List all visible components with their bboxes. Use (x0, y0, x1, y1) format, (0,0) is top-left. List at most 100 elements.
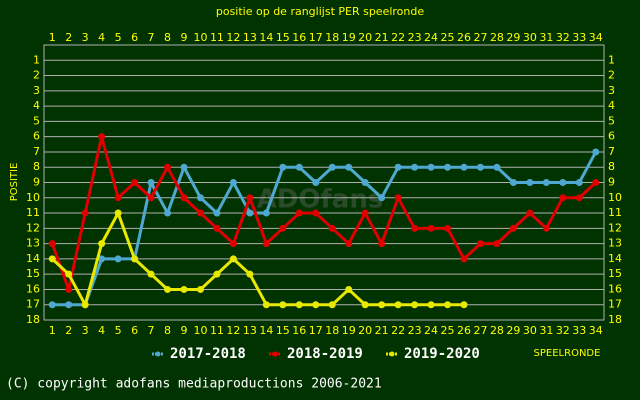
x-tick-label: 24 (424, 31, 438, 44)
data-point (196, 209, 204, 217)
x-tick-label: 29 (506, 31, 520, 44)
y-tick-label: 15 (608, 267, 622, 280)
data-point (460, 163, 468, 171)
data-point (427, 224, 435, 232)
x-tick-label: 6 (131, 324, 138, 337)
data-point (262, 209, 270, 217)
x-tick-label: 4 (98, 324, 105, 337)
y-tick-label: 13 (608, 237, 622, 250)
x-tick-label: 4 (98, 31, 105, 44)
data-point (427, 163, 435, 171)
y-tick-label: 18 (608, 313, 622, 326)
data-point (411, 224, 419, 232)
x-tick-label: 23 (408, 31, 422, 44)
data-point (98, 240, 106, 248)
data-point (542, 179, 550, 186)
y-tick-label: 4 (33, 99, 40, 112)
x-tick-label: 26 (457, 324, 471, 337)
y-tick-label: 13 (26, 237, 40, 250)
data-point (328, 301, 336, 309)
y-tick-label: 8 (608, 160, 615, 173)
y-tick-label: 16 (608, 282, 622, 295)
data-point (279, 301, 287, 309)
data-point (361, 301, 369, 309)
data-point (279, 224, 287, 232)
data-point (180, 285, 188, 293)
data-point (476, 240, 484, 248)
footer: (C) copyright adofans mediaproductions 2… (6, 377, 382, 392)
x-tick-label: 21 (375, 324, 389, 337)
x-tick-label: 25 (441, 31, 455, 44)
data-point (279, 163, 287, 171)
data-point (509, 224, 517, 232)
data-point (542, 224, 550, 232)
y-tick-label: 11 (26, 206, 40, 219)
x-tick-label: 19 (342, 324, 356, 337)
data-point (460, 301, 468, 309)
x-tick-label: 22 (391, 31, 405, 44)
y-tick-label: 10 (26, 191, 40, 204)
chart-title: positie op de ranglijst PER speelronde (216, 5, 425, 18)
data-point (394, 194, 402, 202)
x-tick-label: 2 (65, 324, 72, 337)
data-point (48, 301, 56, 309)
x-tick-label: 7 (148, 324, 155, 337)
y-tick-label: 7 (608, 145, 615, 158)
x-tick-label: 12 (226, 324, 240, 337)
y-tick-label: 12 (26, 221, 40, 234)
data-point (328, 224, 336, 232)
x-tick-label: 18 (325, 31, 339, 44)
x-tick-label: 10 (193, 31, 207, 44)
y-tick-label: 14 (26, 252, 40, 265)
data-point (48, 240, 56, 248)
x-tick-label: 33 (572, 31, 586, 44)
legend-label: 2017-2018 (170, 346, 246, 362)
y-tick-label: 15 (26, 267, 40, 280)
x-tick-label: 5 (115, 324, 122, 337)
y-tick-label: 9 (608, 176, 615, 189)
data-point (592, 179, 600, 186)
data-point (98, 255, 106, 263)
data-point (394, 301, 402, 309)
x-tick-label: 15 (276, 31, 290, 44)
y-tick-label: 12 (608, 221, 622, 234)
data-point (312, 209, 320, 217)
x-tick-label: 11 (210, 324, 224, 337)
data-point (65, 270, 73, 278)
x-tick-label: 13 (243, 324, 257, 337)
x-tick-label: 19 (342, 31, 356, 44)
x-tick-label: 25 (441, 324, 455, 337)
data-point (592, 148, 600, 156)
x-tick-label: 20 (358, 31, 372, 44)
data-point (131, 179, 139, 186)
x-tick-label: 13 (243, 31, 257, 44)
data-point (378, 240, 386, 248)
x-tick-label: 15 (276, 324, 290, 337)
data-point (411, 301, 419, 309)
x-tick-label: 23 (408, 324, 422, 337)
data-point (295, 301, 303, 309)
data-point (345, 285, 353, 293)
data-point (81, 209, 89, 217)
data-point (65, 301, 73, 309)
data-point (526, 209, 534, 217)
data-point (114, 255, 122, 263)
data-point (559, 194, 567, 202)
data-point (229, 240, 237, 248)
legend-label: 2019-2020 (404, 346, 480, 362)
y-tick-label: 17 (26, 298, 40, 311)
data-point (65, 285, 73, 293)
y-tick-label: 4 (608, 99, 615, 112)
data-point (246, 270, 254, 278)
x-tick-label: 32 (556, 31, 570, 44)
legend-dot (272, 351, 278, 357)
data-point (164, 163, 172, 171)
x-tick-label: 30 (523, 324, 537, 337)
data-point (460, 255, 468, 263)
data-point (196, 194, 204, 202)
data-point (328, 163, 336, 171)
x-tick-label: 9 (181, 31, 188, 44)
y-tick-label: 2 (33, 69, 40, 82)
y-tick-label: 3 (33, 84, 40, 97)
legend-dot (155, 351, 161, 357)
